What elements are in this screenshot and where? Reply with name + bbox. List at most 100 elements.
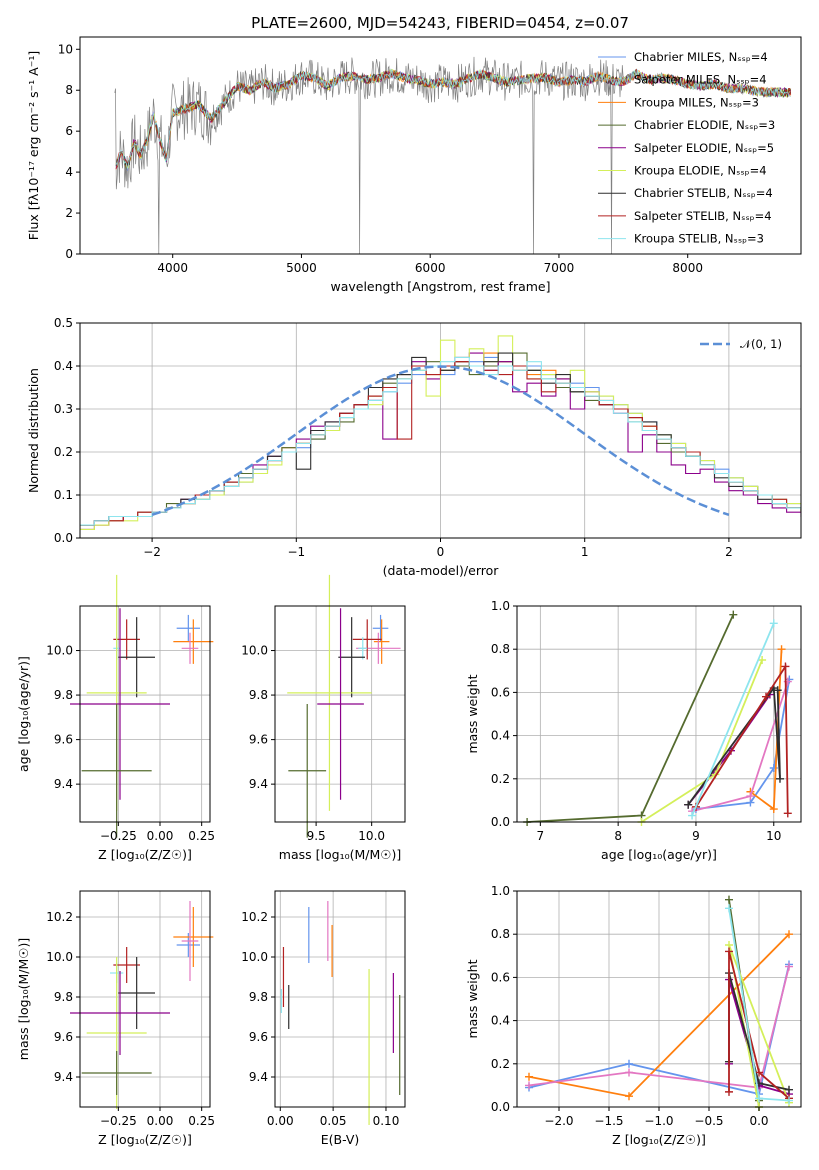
plus-marker [761,692,770,701]
data-point [358,637,368,660]
weight-line [691,622,775,816]
x-tick-label: 7000 [544,261,575,275]
data-point [288,703,327,838]
y-tick-label: 9.6 [54,733,73,747]
y-tick-label: 9.8 [249,990,268,1004]
data-point [81,1051,152,1095]
x-tick-label: −0.25 [100,829,137,843]
y-tick-label: 0.4 [491,1014,510,1028]
y-tick-label: 4 [65,165,73,179]
data-point [70,971,170,1055]
plus-marker [783,809,792,818]
plus-marker [525,1072,533,1081]
y-tick-label: 0.1 [54,488,73,502]
data-point [352,619,382,660]
x-tick-label: −1 [287,545,305,559]
x-tick-label: 0.00 [147,829,174,843]
plus-marker [725,947,733,956]
plus-marker [777,645,786,654]
x-tick-label: 6000 [415,261,446,275]
x-tick-label: 0.25 [188,1114,215,1128]
y-tick-label: 1.0 [491,884,510,898]
x-tick-label: −2.0 [544,1114,573,1128]
plus-marker [684,800,693,809]
histogram-series [80,352,801,526]
y-tick-label: 0.4 [54,359,73,373]
weight-line [728,951,790,1100]
y-tick-label: 0.4 [491,729,510,743]
normal-curve [151,365,730,516]
x-tick-label: 0 [437,545,445,559]
axes-frame [79,36,802,255]
data-point [70,608,170,800]
x-axis-label: Z [log₁₀(Z/Z☉)] [612,1132,706,1147]
histogram-series [80,356,801,526]
y-tick-label: 0.2 [491,772,510,786]
data-point [118,617,155,698]
y-tick-label: 9.8 [54,990,73,1004]
x-tick-label: 0.05 [320,1114,347,1128]
y-tick-label: 9.4 [249,1070,268,1084]
histogram-series [80,356,801,526]
legend-label: Kroupa STELIB, Nₛₛₚ=3 [634,232,764,246]
axes-mass-vs-EBV [275,891,405,1107]
y-tick-label: 0.6 [491,685,510,699]
data-point [373,619,390,664]
plus-marker [755,1094,763,1103]
plus-marker [769,619,778,628]
x-tick-label: 2 [725,545,733,559]
histogram-series [80,335,801,530]
data-point [181,901,199,981]
data-point [113,947,140,983]
legend-label: Kroupa MILES, Nₛₛₚ=3 [634,95,759,109]
plus-marker [773,686,782,695]
data-point [173,619,214,664]
model-spectrum-line [115,68,791,170]
axes-mass-vs-Z [80,891,210,1107]
y-tick-label: 10.0 [46,950,73,964]
axes-frame [516,605,802,823]
plus-marker [725,904,733,913]
x-tick-label: −1.5 [594,1114,623,1128]
y-tick-label: 10.0 [241,644,268,658]
x-tick-label: 0.00 [267,1114,294,1128]
data-point [118,957,155,1029]
data-point [317,608,364,800]
legend-label: Salpeter STELIB, Nₛₛₚ=4 [634,209,772,223]
x-axis-label: (data-model)/error [383,563,500,578]
x-tick-label: −0.5 [694,1114,723,1128]
y-axis-label: mass weight [465,674,480,753]
y-tick-label: 10.2 [46,910,73,924]
legend-label: Chabrier MILES, Nₛₛₚ=4 [634,50,768,64]
x-tick-label: −2 [143,545,161,559]
y-tick-label: 9.4 [54,1070,73,1084]
plus-marker [785,962,793,971]
y-tick-label: 0.8 [491,927,510,941]
x-tick-label: 7 [537,829,545,843]
y-tick-label: 1.0 [491,599,510,613]
legend-label: Kroupa ELODIE, Nₛₛₚ=4 [634,164,767,178]
y-tick-label: 9.6 [249,733,268,747]
plus-marker [758,656,767,664]
x-tick-label: 1 [581,545,589,559]
y-tick-label: 9.4 [249,777,268,791]
axes-frame [79,890,211,1108]
y-tick-label: 9.6 [249,1030,268,1044]
x-tick-label: 4000 [157,261,188,275]
histogram-series [80,361,801,526]
histogram-series [80,352,801,526]
data-point [372,614,389,642]
y-axis-label: Flux [fλ10⁻¹⁷ erg cm⁻² s⁻¹ A⁻¹] [26,51,41,240]
x-axis-label: Z [log₁₀(Z/Z☉)] [98,847,192,862]
y-axis-label: Normed distribution [26,368,41,493]
x-tick-label: −0.25 [100,1114,137,1128]
plus-marker [781,662,790,671]
y-tick-label: 0.5 [54,316,73,330]
y-tick-label: 10.0 [46,644,73,658]
x-axis-label: age [log₁₀(age/yr)] [601,847,717,862]
weight-line [695,663,789,814]
y-tick-label: 0.3 [54,402,73,416]
x-tick-label: 0.00 [147,1114,174,1128]
weight-line [687,685,781,806]
